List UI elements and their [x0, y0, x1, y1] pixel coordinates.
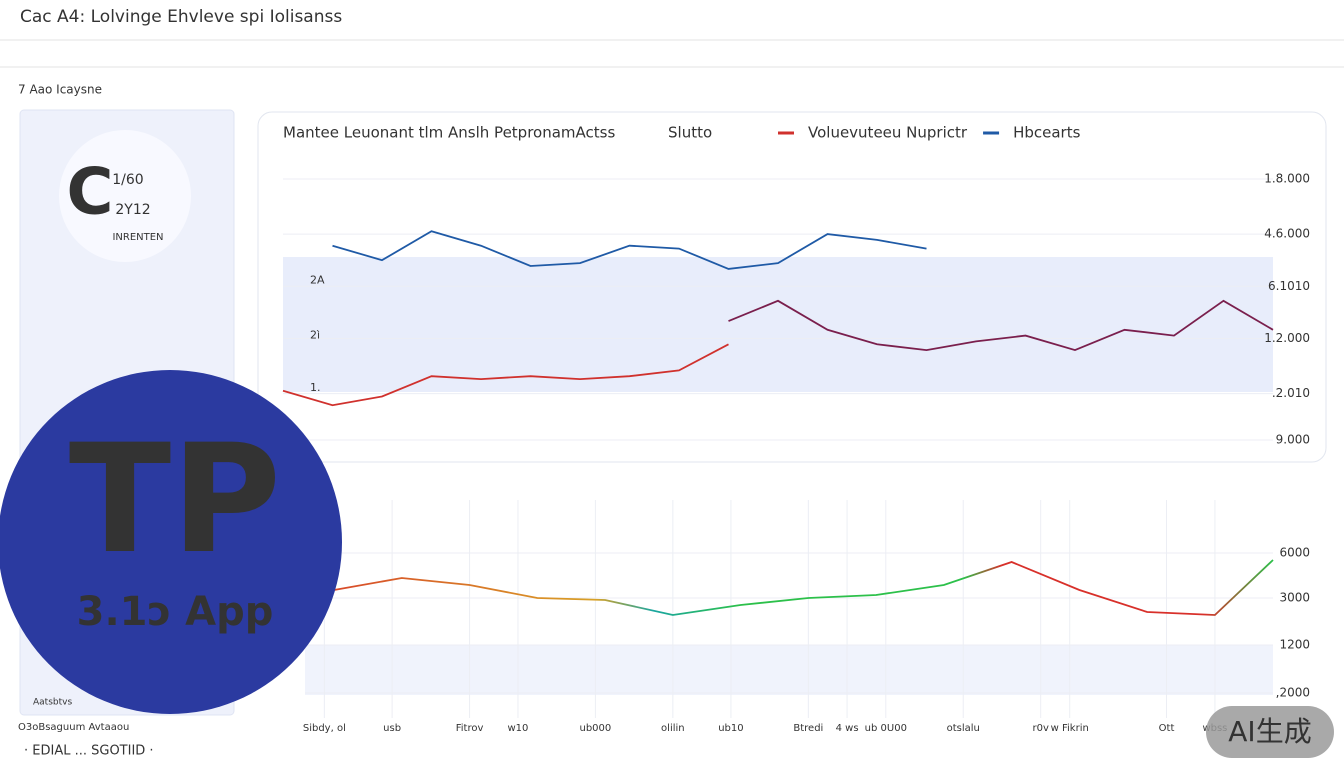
x-tick-label: Sibdy, ol — [303, 723, 346, 734]
x-tick-label: r0v — [1032, 723, 1048, 734]
chart-band — [305, 645, 1273, 695]
x-tick-label: w Fikrin — [1051, 723, 1089, 734]
data-line — [332, 230, 927, 270]
footer-nav[interactable]: · EDIAL ... SGOTIID · — [24, 744, 154, 759]
app-label: 3.1ɔ App — [77, 589, 274, 635]
sidebar-line: 2Y12 — [115, 202, 150, 218]
chart-title: Mantee Leuonant tlm Anslh PetpronamActss — [283, 124, 615, 142]
x-tick-label: ub000 — [580, 723, 612, 734]
watermark-bg — [1206, 706, 1334, 758]
y2-tick-label: 2ì — [310, 329, 320, 342]
x-tick-label: usb — [383, 723, 401, 734]
x-tick-label: w10 — [508, 723, 529, 734]
y-tick-label: 3000 — [1279, 591, 1310, 605]
app-badge — [0, 370, 342, 714]
x-tick-label: 4 ws — [836, 723, 859, 734]
sidebar-line: 1/60 — [112, 172, 143, 188]
legend-label: Voluevuteeu Nuprictr — [808, 124, 968, 142]
page-title: Cac A4: Lolvinge Ehvleve spi Iolisanss — [20, 7, 342, 27]
y-tick-label: 1200 — [1279, 638, 1310, 652]
sidebar-logo-bg — [59, 130, 191, 262]
x-tick-label: otslalu — [947, 723, 980, 734]
y-tick-label: 4.6.000 — [1264, 227, 1310, 241]
chart-subtitle: Slutto — [668, 124, 712, 142]
y-tick-label: 9.000 — [1276, 433, 1310, 447]
x-tick-label: Btredi — [793, 723, 823, 734]
y-tick-label: ,2000 — [1276, 686, 1310, 700]
sidebar-note: Aatsbtvs — [33, 698, 72, 708]
y-tick-label: .2.010 — [1272, 386, 1310, 400]
footer-note: O3oBsaguum Avtaaou — [18, 722, 129, 733]
x-tick-label: olilin — [661, 723, 685, 734]
y-tick-label: 1.2.000 — [1264, 331, 1310, 345]
y-tick-label: 6.1010 — [1268, 279, 1310, 293]
legend-label: Hbcearts — [1013, 124, 1081, 142]
data-line — [728, 299, 1274, 352]
data-line — [282, 343, 729, 407]
y-tick-label: 1.8.000 — [1264, 172, 1310, 186]
y2-tick-label: 2A — [310, 274, 325, 287]
sidebar-caption: INRENTEN — [112, 232, 163, 243]
x-tick-label: Fitrov — [456, 723, 484, 734]
x-tick-label: ub 0U00 — [865, 723, 907, 734]
y2-tick-label: 1. — [310, 381, 321, 394]
app-mark: TP — [69, 413, 281, 587]
y-tick-label: 6000 — [1279, 546, 1310, 560]
data-line — [333, 559, 1274, 616]
x-tick-label: ub10 — [718, 723, 743, 734]
chart-band — [283, 257, 1273, 392]
x-tick-label: Ott — [1159, 723, 1175, 734]
watermark: AI生成 — [1228, 715, 1311, 748]
sidebar-logo: C — [67, 156, 114, 230]
breadcrumb: 7 Aao Icaysne — [18, 83, 102, 97]
